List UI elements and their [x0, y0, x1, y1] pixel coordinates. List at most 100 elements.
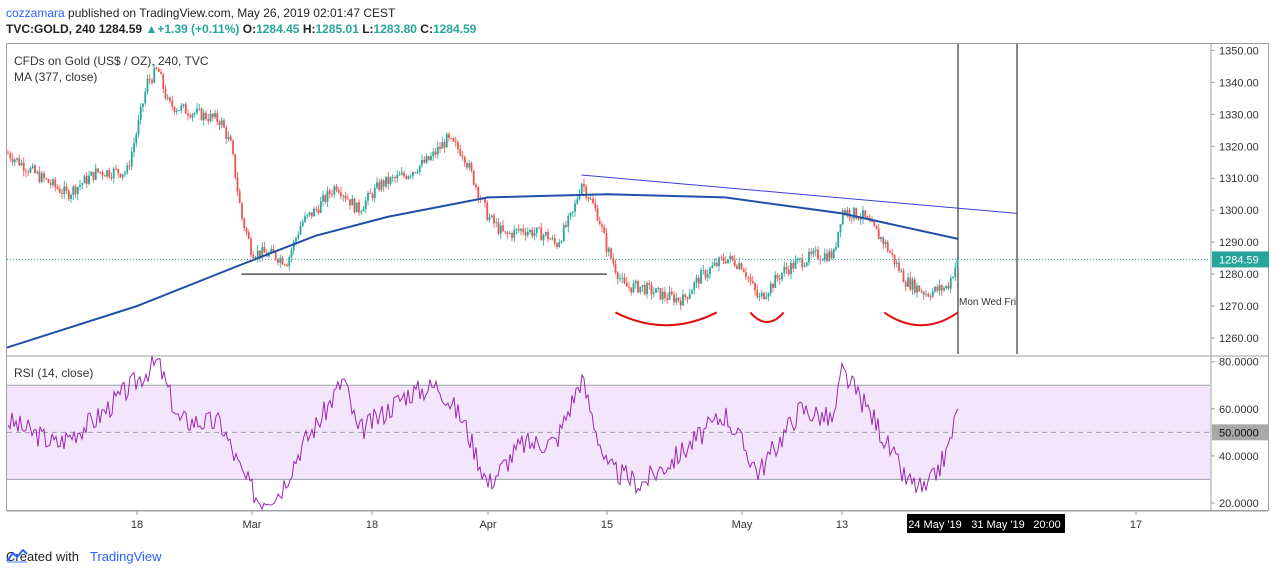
candle-up	[693, 282, 696, 291]
candle-up	[709, 267, 711, 275]
candle-up	[823, 253, 826, 260]
candle-down	[382, 180, 385, 187]
candle-up	[769, 283, 772, 294]
candle-up	[621, 277, 624, 279]
candle-up	[63, 186, 66, 194]
candle-down	[344, 195, 347, 199]
candle-up	[135, 134, 138, 144]
candle-down	[461, 155, 464, 157]
candle-up	[367, 192, 369, 201]
candle-down	[74, 186, 77, 195]
candle-up	[360, 211, 363, 213]
candle-up	[639, 286, 642, 293]
candle-up	[409, 175, 412, 177]
candle-up	[812, 250, 815, 254]
candle-down	[625, 282, 628, 287]
time-tick-label: Mar	[243, 519, 262, 531]
chart-header: cozzamara published on TradingView.com, …	[6, 5, 476, 37]
candle-up	[90, 171, 93, 176]
candle-up	[445, 133, 448, 148]
candle-up	[695, 277, 698, 283]
candle-down	[49, 183, 52, 185]
candle-down	[452, 138, 455, 142]
candle-down	[67, 190, 70, 199]
candle-up	[661, 291, 664, 300]
candle-down	[378, 182, 381, 190]
candle-up	[652, 292, 655, 295]
candle-down	[504, 231, 507, 233]
candle-down	[115, 168, 117, 170]
candle-up	[436, 146, 439, 155]
candle-up	[256, 250, 259, 258]
tradingview-brand[interactable]: TradingView	[90, 549, 162, 564]
candle-up	[535, 227, 538, 233]
candle-down	[414, 172, 417, 173]
candle-down	[250, 238, 252, 255]
candle-up	[900, 270, 903, 272]
candle-down	[616, 272, 619, 280]
time-tick-label: May	[732, 519, 753, 531]
candle-up	[425, 156, 428, 163]
candle-down	[927, 294, 930, 297]
candle-up	[144, 91, 147, 104]
candle-down	[184, 104, 187, 114]
candle-down	[493, 215, 495, 224]
candle-up	[781, 273, 783, 280]
candle-up	[702, 270, 705, 271]
candle-up	[551, 237, 554, 240]
candle-down	[587, 197, 590, 200]
candle-down	[405, 175, 408, 179]
candle-up	[488, 217, 491, 221]
price-tick-label: 1290.00	[1219, 237, 1259, 249]
candle-up	[441, 142, 444, 149]
candle-up	[576, 199, 579, 204]
candle-down	[601, 224, 603, 227]
candle-down	[47, 178, 50, 184]
candle-down	[844, 210, 846, 215]
candle-down	[337, 190, 340, 193]
candle-down	[920, 291, 923, 293]
price-tick-label: 1280.00	[1219, 269, 1259, 281]
candle-down	[450, 138, 453, 139]
author-link[interactable]: cozzamara	[6, 6, 65, 20]
high-label: H:	[302, 22, 316, 36]
candle-up	[412, 172, 414, 176]
candle-down	[623, 277, 626, 283]
candle-down	[117, 169, 120, 174]
candle-down	[733, 259, 736, 266]
candle-down	[594, 203, 597, 209]
candle-up	[304, 216, 306, 222]
candle-down	[686, 297, 689, 299]
time-highlight-label: 31 May '19	[971, 519, 1024, 531]
candle-down	[637, 280, 639, 293]
last-price-badge	[1212, 251, 1269, 268]
candle-down	[506, 232, 509, 234]
price-tick-label: 1330.00	[1219, 109, 1259, 121]
candle-down	[756, 290, 759, 298]
candle-down	[940, 285, 943, 291]
candle-up	[79, 185, 81, 187]
candle-up	[706, 274, 709, 278]
candle-up	[490, 215, 493, 218]
pattern-arc-1	[614, 311, 718, 327]
candle-up	[142, 103, 144, 107]
candle-up	[254, 257, 257, 259]
candle-down	[549, 239, 552, 240]
candle-down	[97, 168, 99, 172]
candle-down	[778, 278, 781, 280]
candle-up	[146, 79, 149, 92]
publish-line: cozzamara published on TradingView.com, …	[6, 5, 476, 21]
candle-down	[274, 252, 277, 260]
candle-up	[137, 119, 140, 135]
candle-up	[214, 113, 216, 118]
rsi-tick-label: 80.0000	[1219, 357, 1259, 369]
candle-down	[189, 115, 192, 118]
candle-down	[259, 250, 261, 258]
candle-down	[673, 294, 675, 303]
candle-up	[299, 225, 302, 235]
candle-down	[324, 195, 327, 202]
candle-down	[866, 216, 869, 218]
candle-down	[477, 187, 480, 198]
candle-down	[272, 248, 275, 253]
